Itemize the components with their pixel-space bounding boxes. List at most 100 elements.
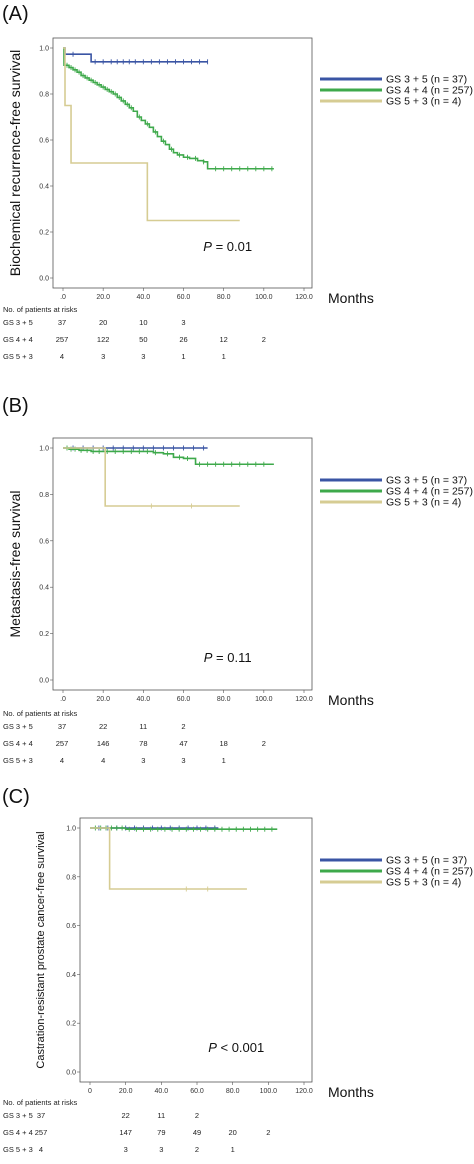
legend-label-2: GS 4 + 4 (n = 257) bbox=[386, 486, 473, 498]
risk-value: 147 bbox=[119, 1128, 132, 1137]
p-value-symbol: P bbox=[203, 239, 212, 254]
x-tick-label: .0 bbox=[60, 294, 66, 301]
risk-row-label: GS 5 + 3 bbox=[3, 756, 33, 765]
panel-label: (B) bbox=[2, 395, 29, 417]
risk-value: 26 bbox=[179, 335, 187, 344]
risk-value: 3 bbox=[181, 318, 185, 327]
legend-label-2: GS 4 + 4 (n = 257) bbox=[386, 866, 473, 878]
x-tick-label: 80.0 bbox=[226, 1088, 240, 1095]
risk-value: 11 bbox=[139, 722, 147, 731]
risk-value: 37 bbox=[58, 722, 66, 731]
risk-value: 47 bbox=[179, 739, 187, 748]
risk-table-header: No. of patients at risks bbox=[3, 305, 77, 314]
y-tick-label: 0.8 bbox=[39, 92, 49, 99]
y-tick-label: 0.4 bbox=[39, 585, 49, 592]
x-tick-label: 0 bbox=[88, 1088, 92, 1095]
legend-label-1: GS 3 + 5 (n = 37) bbox=[386, 74, 467, 86]
x-tick-label: 120.0 bbox=[295, 696, 313, 703]
x-tick-label: 100.0 bbox=[260, 1088, 278, 1095]
y-tick-label: 0.6 bbox=[39, 138, 49, 145]
risk-value: 4 bbox=[60, 756, 64, 765]
legend-label-3: GS 5 + 3 (n = 4) bbox=[386, 96, 461, 108]
legend-label-3: GS 5 + 3 (n = 4) bbox=[386, 877, 461, 889]
series-2-line bbox=[63, 447, 274, 466]
panel-3: (C) 0.0 0.2 0.4 0.6 0.8 1.0 0 20.0 40.0 60.0 80.0 10… bbox=[2, 786, 473, 1154]
risk-value: 12 bbox=[219, 335, 227, 344]
risk-value: 3 bbox=[124, 1145, 128, 1154]
risk-value: 50 bbox=[139, 335, 147, 344]
series-3-line bbox=[90, 827, 247, 890]
risk-row-label: GS 4 + 4 bbox=[3, 335, 33, 344]
series-3-line bbox=[63, 447, 240, 507]
y-tick-label: 1.0 bbox=[39, 446, 49, 453]
p-value-number: < 0.001 bbox=[217, 1040, 264, 1055]
risk-value: 257 bbox=[56, 335, 69, 344]
p-value: P < 0.001 bbox=[208, 1040, 264, 1055]
series-2-line bbox=[63, 47, 274, 170]
risk-value: 122 bbox=[97, 335, 110, 344]
risk-value: 4 bbox=[39, 1145, 43, 1154]
p-value: P = 0.11 bbox=[204, 650, 252, 665]
x-tick-label: .0 bbox=[60, 696, 66, 703]
x-tick-label: 80.0 bbox=[217, 294, 231, 301]
legend-label-2: GS 4 + 4 (n = 257) bbox=[386, 85, 473, 97]
x-tick-label: 40.0 bbox=[155, 1088, 169, 1095]
x-tick-label: 40.0 bbox=[137, 294, 151, 301]
p-value-number: = 0.11 bbox=[212, 650, 251, 665]
y-tick-label: 0.0 bbox=[39, 678, 49, 685]
y-axis-label: Biochemical recurrence-free survival bbox=[7, 50, 23, 276]
p-value-symbol: P bbox=[204, 650, 213, 665]
risk-value: 11 bbox=[157, 1111, 165, 1120]
risk-value: 22 bbox=[121, 1111, 129, 1120]
risk-value: 1 bbox=[222, 352, 226, 361]
y-tick-label: 0.0 bbox=[39, 276, 49, 283]
y-tick-label: 1.0 bbox=[39, 46, 49, 53]
panel-1: (A) 0.0 0.2 0.4 0.6 0.8 1.0 .0 20.0 40.0 60.0 80.0 1… bbox=[2, 3, 473, 361]
risk-row-label: GS 5 + 3 bbox=[3, 1145, 33, 1154]
risk-value: 79 bbox=[157, 1128, 165, 1137]
x-axis-label: Months bbox=[328, 1084, 374, 1100]
risk-value: 22 bbox=[99, 722, 107, 731]
panel-label: (C) bbox=[2, 786, 30, 808]
plot-frame bbox=[52, 437, 313, 691]
plot-frame bbox=[52, 37, 313, 289]
risk-value: 2 bbox=[262, 335, 266, 344]
risk-value: 3 bbox=[159, 1145, 163, 1154]
x-axis-label: Months bbox=[328, 692, 374, 708]
risk-value: 49 bbox=[193, 1128, 201, 1137]
risk-row-label: GS 4 + 4 bbox=[3, 739, 33, 748]
risk-value: 2 bbox=[181, 722, 185, 731]
x-tick-label: 20.0 bbox=[96, 696, 110, 703]
risk-row-label: GS 3 + 5 bbox=[3, 1111, 33, 1120]
risk-row-label: GS 4 + 4 bbox=[3, 1128, 33, 1137]
risk-value: 3 bbox=[141, 756, 145, 765]
risk-value: 37 bbox=[58, 318, 66, 327]
risk-row-label: GS 5 + 3 bbox=[3, 352, 33, 361]
y-tick-label: 0.4 bbox=[39, 184, 49, 191]
risk-value: 20 bbox=[228, 1128, 236, 1137]
y-tick-label: 0.6 bbox=[39, 538, 49, 545]
risk-value: 78 bbox=[139, 739, 147, 748]
x-tick-label: 60.0 bbox=[177, 696, 191, 703]
x-tick-label: 40.0 bbox=[137, 696, 151, 703]
risk-row-label: GS 3 + 5 bbox=[3, 318, 33, 327]
y-tick-label: 0.8 bbox=[66, 874, 76, 881]
risk-value: 10 bbox=[139, 318, 147, 327]
legend-label-1: GS 3 + 5 (n = 37) bbox=[386, 475, 467, 487]
risk-value: 4 bbox=[101, 756, 105, 765]
y-tick-label: 0.0 bbox=[66, 1070, 76, 1077]
risk-value: 2 bbox=[195, 1145, 199, 1154]
y-tick-label: 0.2 bbox=[66, 1021, 76, 1028]
y-axis-label: Metastasis-free survival bbox=[7, 490, 23, 637]
risk-table-header: No. of patients at risks bbox=[3, 709, 77, 718]
y-tick-label: 0.2 bbox=[39, 631, 49, 638]
legend-label-3: GS 5 + 3 (n = 4) bbox=[386, 497, 461, 509]
risk-value: 2 bbox=[195, 1111, 199, 1120]
risk-value: 146 bbox=[97, 739, 110, 748]
x-tick-label: 60.0 bbox=[190, 1088, 204, 1095]
y-axis-label: Castration-resistant prostate cancer-fre… bbox=[35, 831, 47, 1068]
risk-value: 3 bbox=[181, 756, 185, 765]
p-value-number: = 0.01 bbox=[212, 239, 252, 254]
x-tick-label: 20.0 bbox=[96, 294, 110, 301]
risk-value: 3 bbox=[141, 352, 145, 361]
